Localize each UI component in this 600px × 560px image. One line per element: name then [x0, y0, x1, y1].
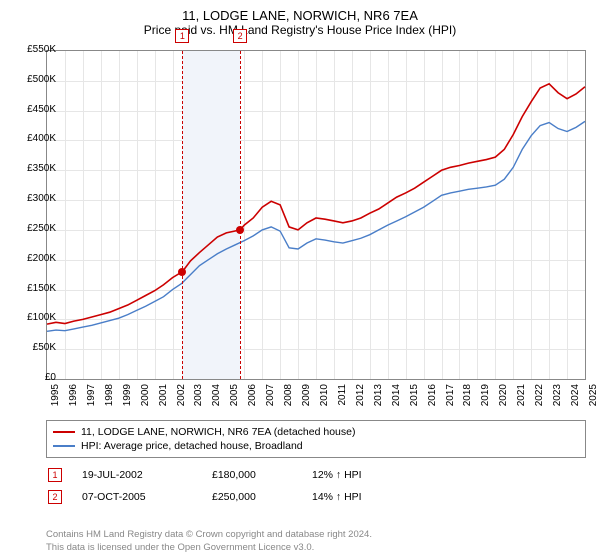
footer-attribution: Contains HM Land Registry data © Crown c… — [46, 529, 372, 554]
xaxis-tick-label: 2022 — [534, 384, 545, 414]
legend-area: 11, LODGE LANE, NORWICH, NR6 7EA (detach… — [46, 420, 586, 508]
yaxis-tick-label: £0 — [12, 372, 56, 383]
sale-row-1: 1 19-JUL-2002 £180,000 12% ↑ HPI — [46, 464, 586, 486]
xaxis-tick-label: 2001 — [158, 384, 169, 414]
sale-pct-1: 12% ↑ HPI — [312, 469, 412, 481]
xaxis-tick-label: 2012 — [355, 384, 366, 414]
legend-box: 11, LODGE LANE, NORWICH, NR6 7EA (detach… — [46, 420, 586, 458]
xaxis-tick-label: 1998 — [104, 384, 115, 414]
xaxis-tick-label: 2015 — [409, 384, 420, 414]
sale-pct-2: 14% ↑ HPI — [312, 491, 412, 503]
xaxis-tick-label: 2016 — [427, 384, 438, 414]
legend-swatch-hpi — [53, 445, 75, 447]
xaxis-tick-label: 2005 — [229, 384, 240, 414]
chart-marker-2: 2 — [233, 29, 247, 43]
sale-date-1: 19-JUL-2002 — [82, 469, 192, 481]
line-chart-svg — [47, 51, 585, 379]
yaxis-tick-label: £300K — [12, 193, 56, 204]
xaxis-tick-label: 2024 — [570, 384, 581, 414]
chart-container: 11, LODGE LANE, NORWICH, NR6 7EA Price p… — [0, 0, 600, 560]
line-series-hpi — [47, 121, 585, 331]
legend-row-property: 11, LODGE LANE, NORWICH, NR6 7EA (detach… — [53, 425, 579, 439]
yaxis-tick-label: £150K — [12, 283, 56, 294]
chart-dot-1 — [178, 268, 186, 276]
xaxis-tick-label: 2003 — [193, 384, 204, 414]
footer-line-2: This data is licensed under the Open Gov… — [46, 542, 372, 554]
chart-dot-2 — [236, 226, 244, 234]
legend-label-property: 11, LODGE LANE, NORWICH, NR6 7EA (detach… — [81, 426, 355, 438]
xaxis-tick-label: 1997 — [86, 384, 97, 414]
xaxis-tick-label: 1999 — [122, 384, 133, 414]
sale-price-2: £250,000 — [212, 491, 292, 503]
sale-date-2: 07-OCT-2005 — [82, 491, 192, 503]
xaxis-tick-label: 2017 — [445, 384, 456, 414]
sale-marker-2: 2 — [48, 490, 62, 504]
legend-label-hpi: HPI: Average price, detached house, Broa… — [81, 440, 303, 452]
xaxis-tick-label: 2025 — [588, 384, 599, 414]
yaxis-tick-label: £500K — [12, 74, 56, 85]
xaxis-tick-label: 1996 — [68, 384, 79, 414]
xaxis-tick-label: 2019 — [480, 384, 491, 414]
yaxis-tick-label: £450K — [12, 104, 56, 115]
footer-line-1: Contains HM Land Registry data © Crown c… — [46, 529, 372, 541]
line-series-property — [47, 84, 585, 324]
yaxis-tick-label: £250K — [12, 223, 56, 234]
sale-price-1: £180,000 — [212, 469, 292, 481]
chart-marker-1: 1 — [175, 29, 189, 43]
xaxis-tick-label: 2011 — [337, 384, 348, 414]
xaxis-tick-label: 2007 — [265, 384, 276, 414]
xaxis-tick-label: 2021 — [516, 384, 527, 414]
xaxis-tick-label: 2010 — [319, 384, 330, 414]
xaxis-tick-label: 2013 — [373, 384, 384, 414]
yaxis-tick-label: £50K — [12, 342, 56, 353]
xaxis-tick-label: 2014 — [391, 384, 402, 414]
yaxis-tick-label: £350K — [12, 163, 56, 174]
xaxis-tick-label: 1995 — [50, 384, 61, 414]
yaxis-tick-label: £100K — [12, 312, 56, 323]
sale-marker-1: 1 — [48, 468, 62, 482]
xaxis-tick-label: 2023 — [552, 384, 563, 414]
legend-swatch-property — [53, 431, 75, 433]
xaxis-tick-label: 2020 — [498, 384, 509, 414]
legend-row-hpi: HPI: Average price, detached house, Broa… — [53, 439, 579, 453]
xaxis-tick-label: 2002 — [176, 384, 187, 414]
page-subtitle: Price paid vs. HM Land Registry's House … — [0, 23, 600, 43]
sale-row-2: 2 07-OCT-2005 £250,000 14% ↑ HPI — [46, 486, 586, 508]
xaxis-tick-label: 2006 — [247, 384, 258, 414]
xaxis-tick-label: 2018 — [462, 384, 473, 414]
yaxis-tick-label: £200K — [12, 253, 56, 264]
page-title: 11, LODGE LANE, NORWICH, NR6 7EA — [0, 0, 600, 23]
xaxis-tick-label: 2008 — [283, 384, 294, 414]
xaxis-tick-label: 2004 — [211, 384, 222, 414]
chart-plot-area: 12 — [46, 50, 586, 380]
yaxis-tick-label: £550K — [12, 44, 56, 55]
xaxis-tick-label: 2000 — [140, 384, 151, 414]
yaxis-tick-label: £400K — [12, 133, 56, 144]
xaxis-tick-label: 2009 — [301, 384, 312, 414]
